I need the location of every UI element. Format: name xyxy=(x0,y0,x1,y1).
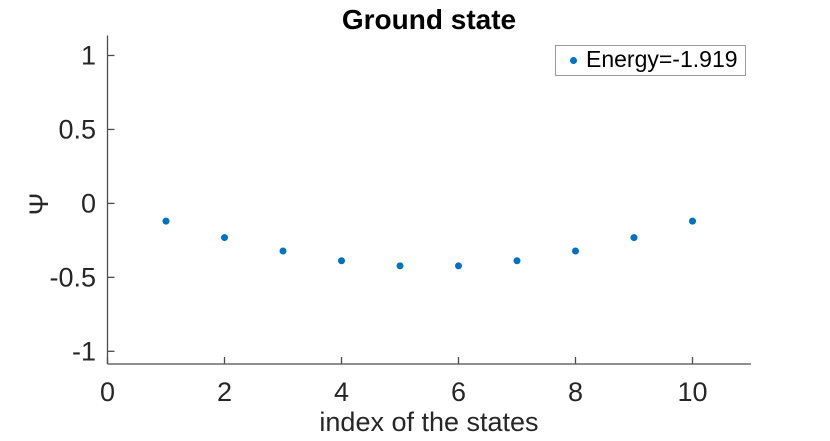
data-point xyxy=(338,257,345,265)
x-tick-label: 10 xyxy=(677,377,707,407)
legend-entry-label: Energy=-1.919 xyxy=(586,46,738,72)
y-tick-label: -1 xyxy=(72,336,96,366)
x-tick-label: 4 xyxy=(334,377,349,407)
legend-box: Energy=-1.919 xyxy=(555,45,746,76)
x-tick-label: 6 xyxy=(451,377,466,407)
y-tick-label: 0.5 xyxy=(58,114,96,144)
data-point xyxy=(279,247,287,255)
data-point xyxy=(162,217,170,225)
x-tick-label: 8 xyxy=(568,377,583,407)
data-point xyxy=(221,234,228,242)
x-axis-label: index of the states xyxy=(319,407,539,437)
y-tick-label: 1 xyxy=(81,41,96,71)
y-tick-label: -0.5 xyxy=(49,262,96,292)
data-point xyxy=(455,262,462,270)
y-tick-label: 0 xyxy=(81,188,96,218)
x-tick-label: 0 xyxy=(100,377,115,407)
data-point xyxy=(572,247,579,255)
x-tick-label: 2 xyxy=(217,377,232,407)
legend-marker-dot-icon xyxy=(570,57,577,64)
data-point xyxy=(689,217,696,225)
data-point xyxy=(630,234,638,242)
chart-title: Ground state xyxy=(341,4,517,35)
y-axis-label: Ψ xyxy=(24,192,54,216)
data-point xyxy=(513,257,521,265)
data-point xyxy=(396,262,404,270)
